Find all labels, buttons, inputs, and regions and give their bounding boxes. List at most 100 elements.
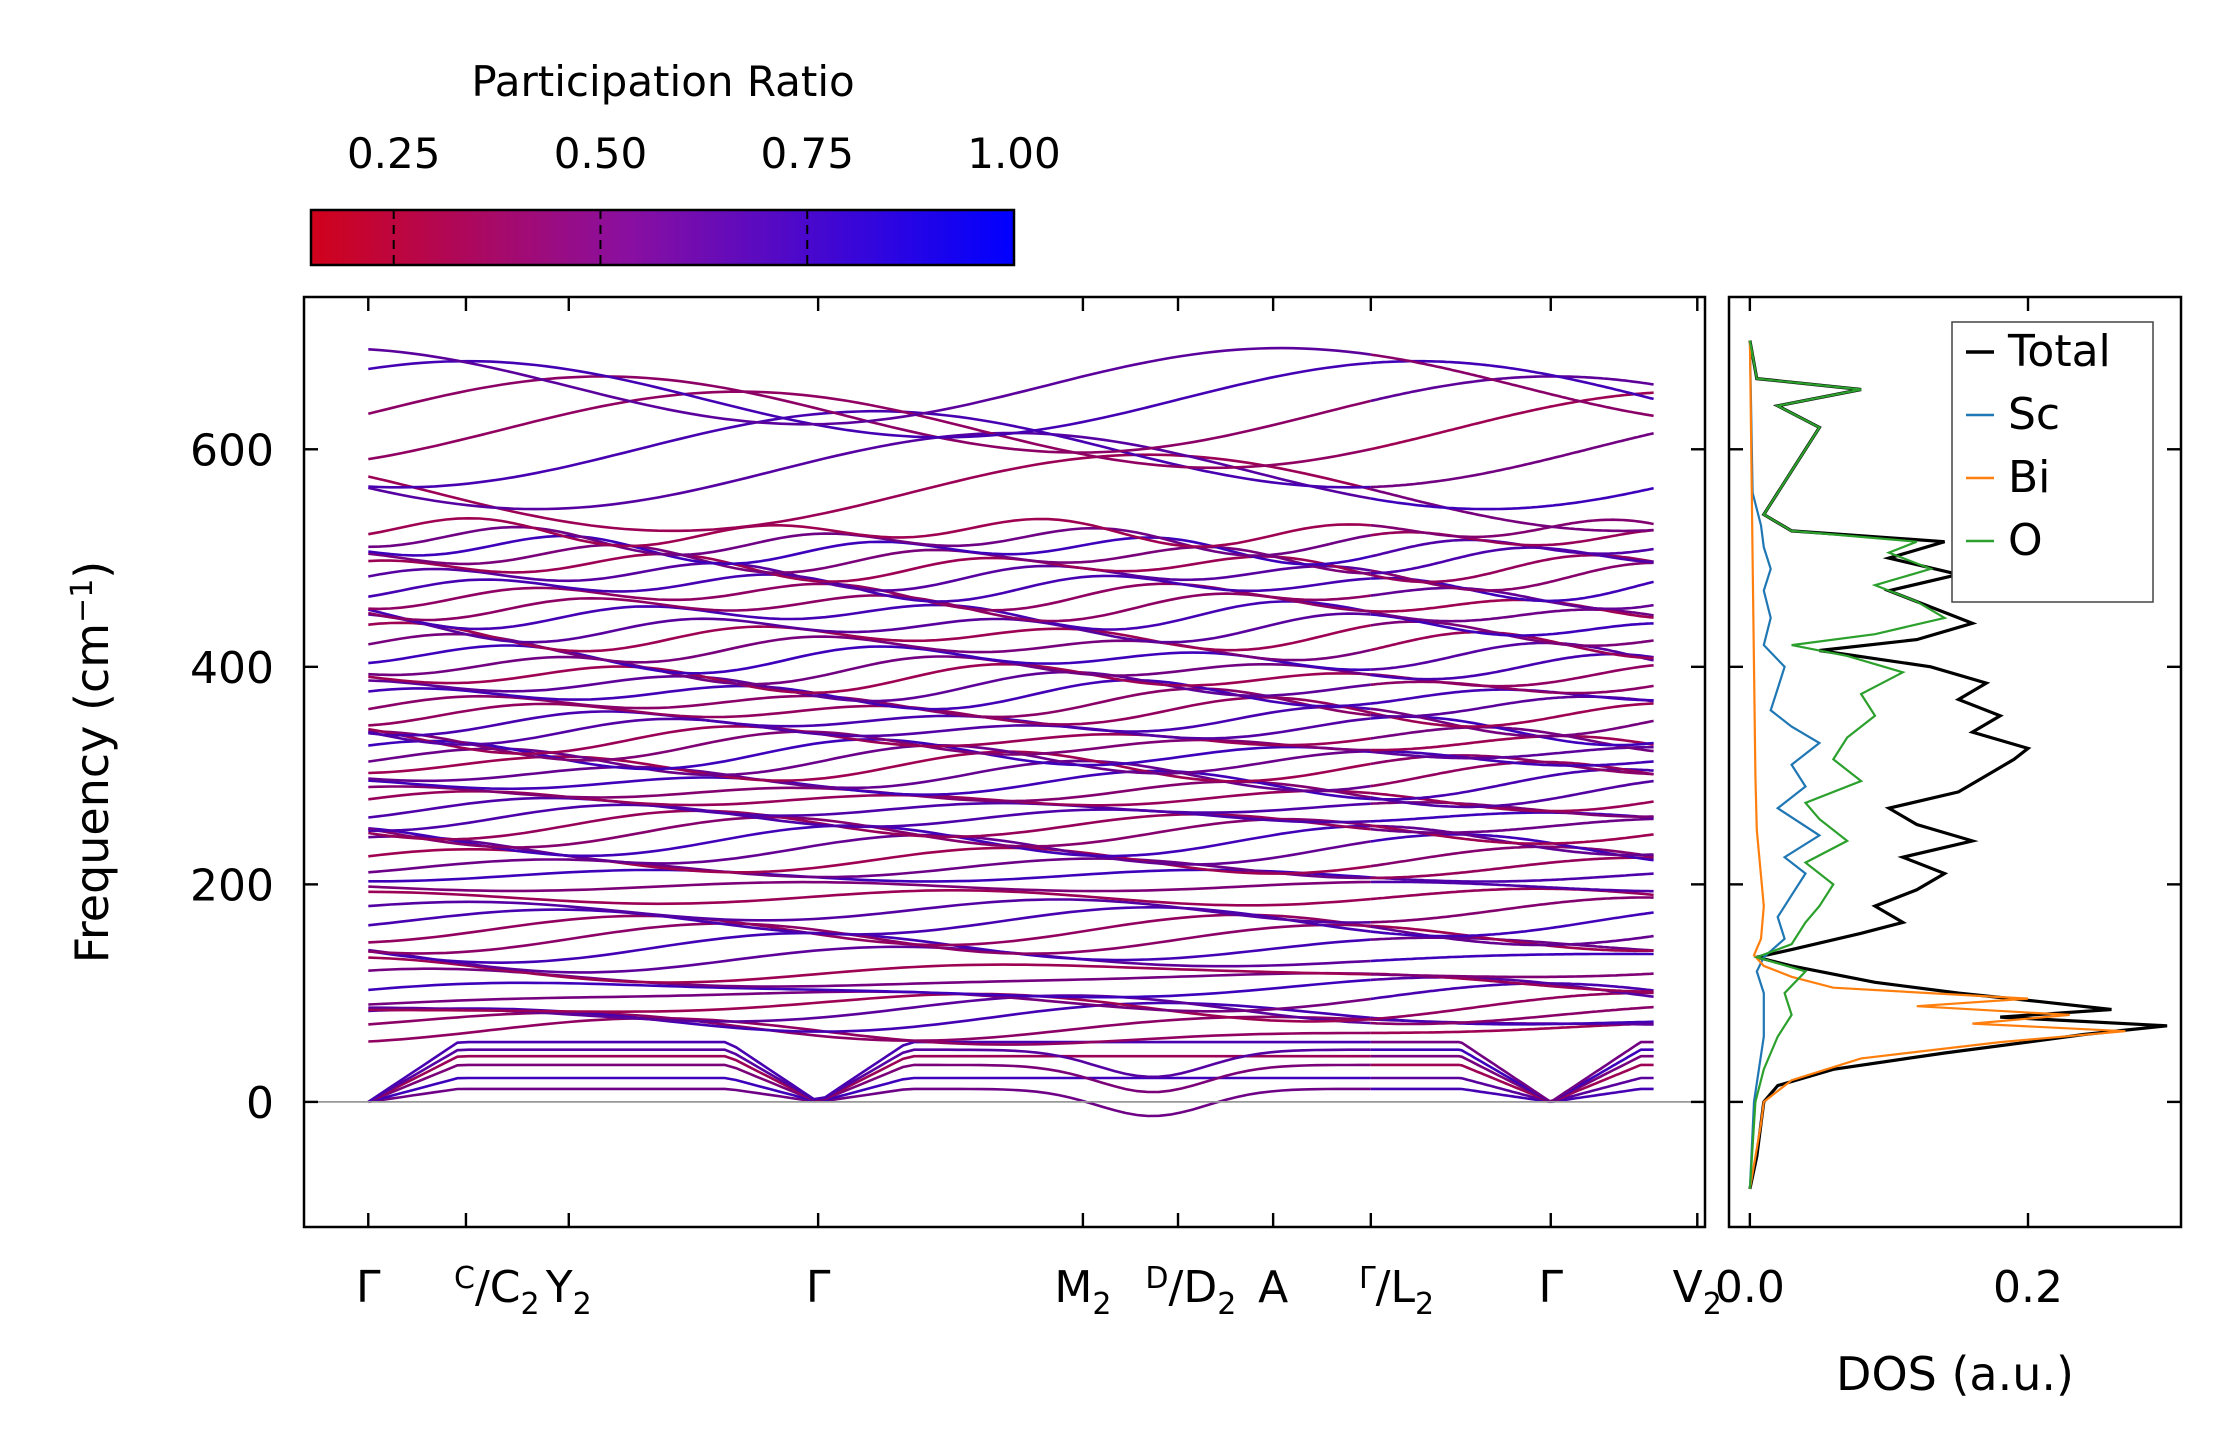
band-line <box>367 1054 1371 1104</box>
band-line <box>1370 613 1654 637</box>
band-line <box>368 956 1371 984</box>
band-line <box>368 621 1372 653</box>
band-line <box>1370 991 1654 1021</box>
band-line <box>367 1048 1371 1104</box>
band-line <box>1370 359 1654 401</box>
legend-label-sc: Sc <box>2008 389 2060 440</box>
dos-x-tick-label: 0.2 <box>1993 1262 2063 1313</box>
legend-label-bi: Bi <box>2008 452 2050 503</box>
band-line <box>367 1076 1371 1104</box>
band-line <box>368 670 1371 703</box>
band-line <box>368 769 1371 801</box>
band-line <box>368 1087 1371 1118</box>
band-line <box>1370 598 1654 619</box>
band-line <box>1370 779 1654 809</box>
band-line <box>368 898 1371 924</box>
band-line <box>1370 375 1654 403</box>
band-line <box>368 803 1371 833</box>
dos-lines <box>1748 340 2168 1190</box>
x-tick-label-y2: Y2 <box>545 1262 592 1322</box>
legend-label-o: O <box>2008 515 2043 566</box>
band-line <box>1370 872 1654 883</box>
band-line <box>368 906 1371 936</box>
band-line <box>368 678 1371 711</box>
band-line <box>1370 1048 1654 1103</box>
band-line <box>1370 702 1654 728</box>
band-frame <box>302 295 1707 1229</box>
band-axes: 0 200 400 600 Γ C/C2 Y2 Γ M2 D/D2 A Γ/L2 Γ V2 <box>190 297 1722 1322</box>
band-line <box>1370 432 1654 489</box>
dos-series-sc <box>1748 340 1822 1189</box>
band-line <box>367 1040 1371 1103</box>
band-line <box>368 889 1371 907</box>
band-line <box>1370 754 1654 776</box>
band-line <box>368 992 1371 1023</box>
band-line <box>368 696 1372 727</box>
band-line <box>368 945 1371 974</box>
band-line <box>368 759 1371 792</box>
x-axis-title-dos: DOS (a.u.) <box>1836 1347 2074 1401</box>
band-line <box>1370 1076 1654 1104</box>
x-tick-label-c_c2: C/C2 <box>454 1261 540 1322</box>
colorbar-ticks: 0.25 0.50 0.75 1.00 <box>347 129 1061 265</box>
dos-series-bi <box>1748 340 2126 1190</box>
band-line <box>368 931 1371 965</box>
band-line <box>1370 768 1654 801</box>
y-tick-label: 400 <box>190 643 274 694</box>
band-line <box>1370 486 1654 511</box>
band-line <box>368 978 1371 999</box>
band-line <box>1370 745 1654 760</box>
band-line <box>1370 353 1654 418</box>
band-line <box>368 705 1371 737</box>
band-line <box>368 390 1372 470</box>
x-tick-label-gamma1: Γ <box>356 1262 381 1313</box>
x-tick-label-a: A <box>1258 1262 1288 1313</box>
band-line <box>1370 924 1654 953</box>
band-structure-panel: 0 200 400 600 Γ C/C2 Y2 Γ M2 D/D2 A Γ/L2 Γ V2 Frequen… <box>65 295 1722 1322</box>
y-tick-label: 200 <box>190 860 274 911</box>
colorbar: Participation Ratio 0.25 0.50 0.75 1.00 <box>309 57 1061 267</box>
band-line <box>1370 1087 1654 1104</box>
band-line <box>368 1016 1371 1046</box>
colorbar-tick-label: 0.75 <box>760 129 854 178</box>
band-line <box>368 534 1372 566</box>
band-line <box>1370 750 1654 767</box>
band-line <box>368 662 1371 695</box>
band-line <box>1370 833 1654 862</box>
colorbar-tick-label: 1.00 <box>967 129 1061 178</box>
dos-series-o <box>1748 340 1948 1189</box>
band-line <box>1370 911 1654 938</box>
band-line <box>1370 528 1654 547</box>
x-tick-label-v2: V2 <box>1673 1262 1722 1322</box>
x-tick-label-gamma_l2: Γ/L2 <box>1359 1261 1434 1322</box>
dos-frame <box>1727 295 2183 1229</box>
band-line <box>368 552 1372 583</box>
band-line <box>1370 546 1654 575</box>
band-line <box>368 833 1372 866</box>
x-tick-label-m2: M2 <box>1054 1262 1111 1322</box>
band-line <box>367 600 1372 631</box>
y-axis-title: Frequency (cm−1) <box>65 561 119 964</box>
band-line <box>1370 1040 1654 1103</box>
colorbar-title: Participation Ratio <box>471 57 854 106</box>
band-line <box>1370 487 1654 533</box>
band-line <box>1370 641 1654 671</box>
band-line <box>1370 586 1654 611</box>
band-line <box>1370 1054 1654 1103</box>
band-line <box>368 592 1371 623</box>
legend-box <box>1951 321 2154 603</box>
band-line <box>367 1063 1371 1104</box>
band-line <box>368 346 1371 426</box>
band-line <box>368 359 1371 439</box>
band-lines <box>367 346 1654 1118</box>
y-tick-label: 0 <box>246 1078 274 1129</box>
band-line <box>1370 518 1654 539</box>
colorbar-gradient <box>309 208 1016 267</box>
band-line <box>368 453 1372 533</box>
band-line <box>1370 952 1654 963</box>
band-line <box>1370 925 1654 947</box>
band-line <box>1370 1063 1654 1103</box>
y-tick-label: 600 <box>190 425 274 476</box>
colorbar-tick-label: 0.25 <box>347 129 441 178</box>
